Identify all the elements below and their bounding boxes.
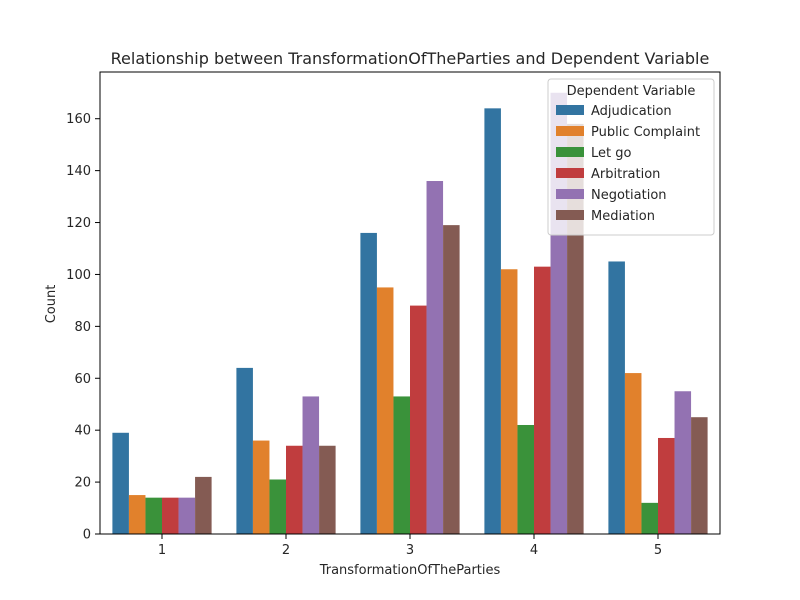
legend-swatch-adjudication — [556, 105, 584, 115]
bar-negotiation-2 — [302, 396, 320, 534]
x-tick-label: 4 — [530, 543, 538, 558]
bar-let-go-5 — [641, 502, 658, 534]
x-tick-label: 5 — [654, 543, 662, 558]
legend-label-adjudication: Adjudication — [591, 104, 672, 119]
legend-swatch-negotiation — [556, 189, 584, 199]
y-tick-label: 60 — [74, 372, 91, 387]
y-tick-label: 120 — [66, 216, 91, 231]
legend-title: Dependent Variable — [567, 84, 696, 99]
y-tick-label: 20 — [74, 476, 91, 491]
bar-public-complaint-4 — [500, 269, 518, 534]
bar-mediation-1 — [195, 476, 212, 534]
bar-arbitration-1 — [162, 497, 179, 534]
bar-arbitration-3 — [410, 305, 427, 534]
legend-swatch-public-complaint — [556, 126, 584, 136]
chart-title: Relationship between TransformationOfThe… — [111, 49, 710, 68]
axes-group: 0 20 40 60 80 100 120 140 160 1 2 3 4 5 — [66, 71, 721, 558]
bar-mediation-3 — [443, 225, 460, 534]
x-axis-label: TransformationOfTheParties — [319, 563, 501, 578]
legend-swatch-mediation — [556, 210, 584, 220]
y-tick-label: 80 — [74, 320, 91, 335]
bar-public-complaint-3 — [376, 287, 394, 534]
x-tick-label: 1 — [158, 543, 166, 558]
legend-swatch-let-go — [556, 147, 584, 157]
bar-adjudication-2 — [236, 367, 253, 534]
bar-adjudication-5 — [608, 261, 625, 534]
legend-label-arbitration: Arbitration — [591, 167, 660, 182]
legend-label-public-complaint: Public Complaint — [591, 125, 700, 140]
bar-public-complaint-2 — [252, 440, 270, 534]
y-axis-label: Count — [44, 285, 59, 324]
legend-swatch-arbitration — [556, 168, 584, 178]
y-tick-label: 140 — [66, 164, 91, 179]
bar-let-go-4 — [517, 424, 534, 534]
bar-public-complaint-1 — [128, 495, 146, 534]
x-tick-label: 2 — [282, 543, 290, 558]
legend-label-mediation: Mediation — [591, 209, 655, 224]
bar-arbitration-4 — [534, 266, 551, 534]
bar-public-complaint-5 — [624, 373, 642, 534]
bar-mediation-5 — [691, 417, 708, 534]
bar-adjudication-3 — [360, 232, 377, 535]
y-tick-label: 100 — [66, 268, 91, 283]
bar-arbitration-2 — [286, 445, 303, 534]
legend-label-negotiation: Negotiation — [591, 188, 667, 203]
bar-adjudication-1 — [112, 432, 129, 534]
bar-let-go-2 — [269, 479, 286, 534]
bar-negotiation-3 — [426, 181, 444, 534]
bar-arbitration-5 — [658, 437, 675, 534]
bar-adjudication-4 — [484, 108, 501, 534]
legend: Dependent Variable Adjudication Public Com… — [547, 78, 715, 236]
y-tick-label: 160 — [66, 112, 91, 127]
bar-negotiation-5 — [674, 391, 692, 534]
legend-label-let-go: Let go — [591, 146, 631, 161]
y-tick-label: 0 — [83, 528, 91, 543]
legend-box — [547, 78, 715, 236]
x-tick-label: 3 — [406, 543, 414, 558]
bar-negotiation-1 — [178, 497, 196, 534]
bar-let-go-1 — [145, 497, 162, 534]
y-tick-label: 40 — [74, 424, 91, 439]
bar-let-go-3 — [393, 396, 410, 534]
bar-mediation-2 — [319, 445, 336, 534]
